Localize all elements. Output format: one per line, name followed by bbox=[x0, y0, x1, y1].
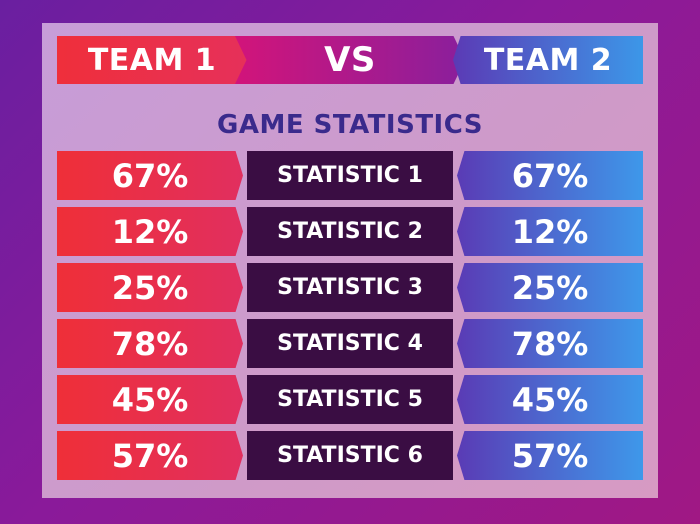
team-1-banner: TEAM 1 bbox=[57, 36, 247, 84]
stat-label: STATISTIC 2 bbox=[247, 207, 453, 256]
team-header: TEAM 1 VS TEAM 2 bbox=[57, 36, 643, 84]
stat-label: STATISTIC 1 bbox=[247, 151, 453, 200]
team-2-value: 12% bbox=[457, 207, 643, 256]
stat-label: STATISTIC 6 bbox=[247, 431, 453, 480]
stat-label: STATISTIC 5 bbox=[247, 375, 453, 424]
team-2-value: 25% bbox=[457, 263, 643, 312]
stats-table: 67% STATISTIC 1 67% 12% STATISTIC 2 12% … bbox=[57, 151, 643, 487]
team-1-value: 12% bbox=[57, 207, 243, 256]
team-1-value: 67% bbox=[57, 151, 243, 200]
team-1-value: 45% bbox=[57, 375, 243, 424]
stat-label: STATISTIC 4 bbox=[247, 319, 453, 368]
team-1-value: 25% bbox=[57, 263, 243, 312]
stat-row: 57% STATISTIC 6 57% bbox=[57, 431, 643, 480]
section-title: GAME STATISTICS bbox=[216, 110, 484, 140]
stat-row: 45% STATISTIC 5 45% bbox=[57, 375, 643, 424]
stat-label: STATISTIC 3 bbox=[247, 263, 453, 312]
team-1-value: 78% bbox=[57, 319, 243, 368]
stat-row: 25% STATISTIC 3 25% bbox=[57, 263, 643, 312]
team-2-value: 78% bbox=[457, 319, 643, 368]
team-2-value: 45% bbox=[457, 375, 643, 424]
stat-row: 67% STATISTIC 1 67% bbox=[57, 151, 643, 200]
team-1-value: 57% bbox=[57, 431, 243, 480]
stat-row: 12% STATISTIC 2 12% bbox=[57, 207, 643, 256]
vs-banner: VS bbox=[235, 36, 465, 84]
team-2-value: 67% bbox=[457, 151, 643, 200]
team-2-banner: TEAM 2 bbox=[453, 36, 643, 84]
stat-row: 78% STATISTIC 4 78% bbox=[57, 319, 643, 368]
team-2-value: 57% bbox=[457, 431, 643, 480]
